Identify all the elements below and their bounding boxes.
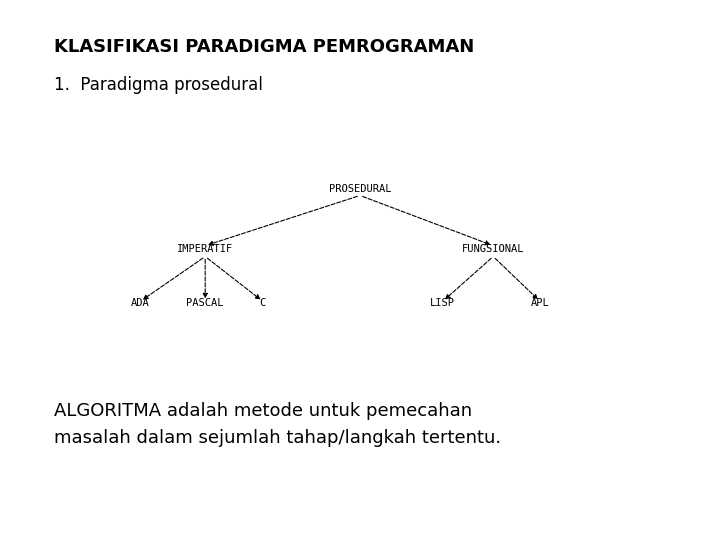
Text: KLASIFIKASI PARADIGMA PEMROGRAMAN: KLASIFIKASI PARADIGMA PEMROGRAMAN — [54, 38, 474, 56]
Text: ADA: ADA — [131, 298, 150, 308]
Text: IMPERATIF: IMPERATIF — [177, 244, 233, 254]
Text: PROSEDURAL: PROSEDURAL — [329, 184, 391, 194]
Text: APL: APL — [531, 298, 549, 308]
Text: LISP: LISP — [431, 298, 455, 308]
Text: C: C — [260, 298, 266, 308]
Text: 1.  Paradigma prosedural: 1. Paradigma prosedural — [54, 76, 263, 93]
Text: ALGORITMA adalah metode untuk pemecahan
masalah dalam sejumlah tahap/langkah ter: ALGORITMA adalah metode untuk pemecahan … — [54, 402, 501, 447]
Text: FUNGSIONAL: FUNGSIONAL — [462, 244, 524, 254]
Text: PASCAL: PASCAL — [186, 298, 224, 308]
